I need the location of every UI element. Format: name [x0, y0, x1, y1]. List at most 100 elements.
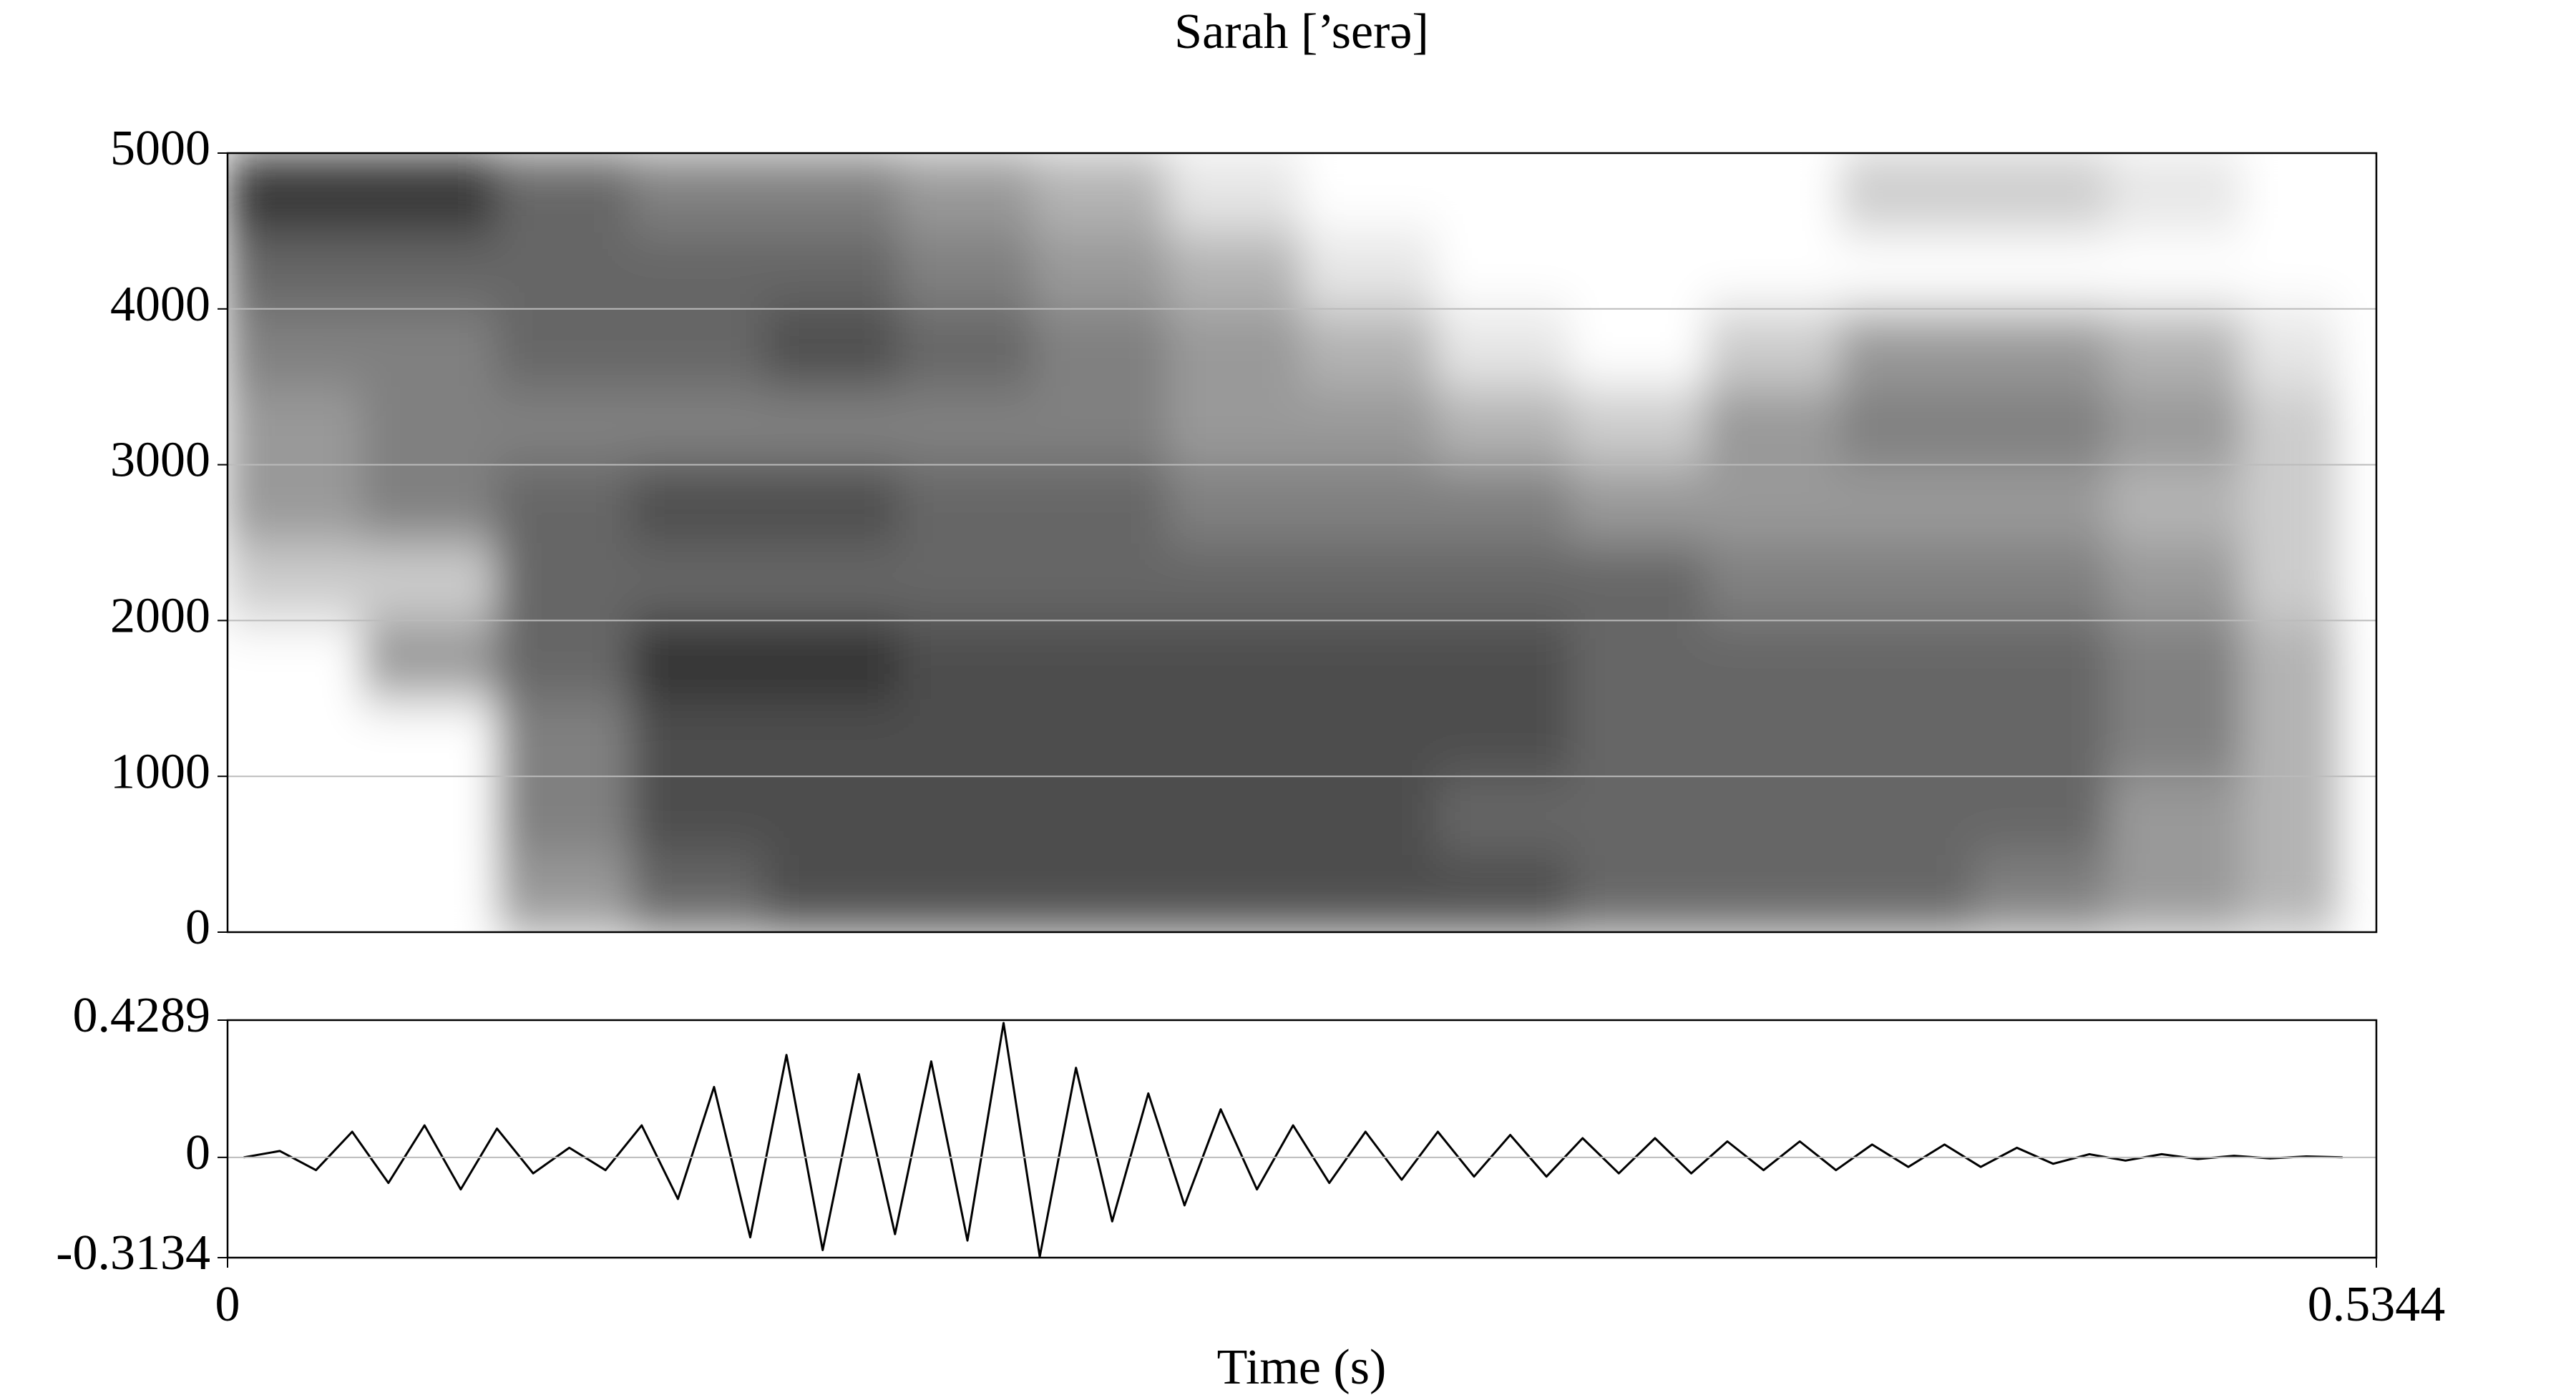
- spectrogram-cell: [1302, 776, 1438, 856]
- spectrogram-cell: [1839, 386, 1974, 466]
- spectrogram-cell: [1704, 153, 1840, 232]
- spectrogram-cell: [1839, 776, 1974, 856]
- spectrogram-cell: [228, 698, 363, 778]
- spectrogram-cell: [1033, 230, 1169, 310]
- spectrogram-cell: [496, 776, 632, 856]
- spectrogram-cell: [1167, 464, 1303, 544]
- y-tick-label: 2000: [110, 588, 210, 643]
- y-tick-label: 4000: [110, 277, 210, 332]
- spectrogram-cell: [764, 464, 900, 544]
- spectrogram-cell: [1436, 230, 1571, 310]
- spectrogram-cell: [496, 542, 632, 622]
- spectrogram-cell: [1570, 230, 1706, 310]
- x-tick-label: 0.5344: [2308, 1277, 2446, 1332]
- spectrogram-cell: [1973, 698, 2109, 778]
- spectrogram-cell: [2107, 464, 2243, 544]
- y-tick-label: 0: [185, 900, 210, 955]
- spectrogram-cell: [1839, 230, 1974, 310]
- spectrogram-cell: [1167, 854, 1303, 932]
- spectrogram-cell: [1167, 308, 1303, 388]
- spectrogram-cell: [899, 776, 1035, 856]
- spectrogram-cell: [1436, 464, 1571, 544]
- spectrogram-cell: [1033, 620, 1169, 700]
- spectrogram-cell: [630, 308, 766, 388]
- spectrogram-cell: [1704, 698, 1840, 778]
- spectrogram-cell: [228, 386, 363, 466]
- spectrogram-cell: [228, 464, 363, 544]
- spectrogram-cell: [496, 854, 632, 932]
- spectrogram-cell: [1033, 776, 1169, 856]
- spectrogram-cell: [630, 230, 766, 310]
- spectrogram-cell: [1033, 464, 1169, 544]
- spectrogram-cell: [1973, 620, 2109, 700]
- spectrogram-cell: [1704, 464, 1840, 544]
- spectrogram-cell: [496, 308, 632, 388]
- spectrogram-cell: [1839, 698, 1974, 778]
- spectrogram-cell: [228, 230, 363, 310]
- spectrogram-cell: [1302, 464, 1438, 544]
- spectrogram-cell: [1704, 542, 1840, 622]
- spectrogram-cell: [1704, 620, 1840, 700]
- spectrogram-cell: [1436, 854, 1571, 932]
- spectrogram-cell: [1570, 153, 1706, 232]
- spectrogram-cell: [1033, 153, 1169, 232]
- spectrogram-cell: [1570, 542, 1706, 622]
- spectrogram-cell: [899, 698, 1035, 778]
- spectrogram-cell: [764, 308, 900, 388]
- spectrogram-cell: [1839, 854, 1974, 932]
- spectrogram-cell: [1302, 620, 1438, 700]
- spectrogram-cell: [1704, 386, 1840, 466]
- y-tick-label: 3000: [110, 433, 210, 488]
- spectrogram-cell: [899, 308, 1035, 388]
- spectrogram-cell: [1704, 776, 1840, 856]
- spectrogram-cell: [496, 230, 632, 310]
- y-tick-label: 1000: [110, 744, 210, 799]
- spectrogram-cell: [1436, 698, 1571, 778]
- spectrogram-cell: [1167, 698, 1303, 778]
- spectrogram-cell: [2107, 230, 2243, 310]
- spectrogram-cell: [1033, 698, 1169, 778]
- spectrogram-cell: [1436, 153, 1571, 232]
- spectrogram-cell: [630, 153, 766, 232]
- spectrogram-cell: [899, 386, 1035, 466]
- y-tick-label: 0: [185, 1125, 210, 1180]
- spectrogram-cell: [2242, 464, 2338, 544]
- spectrogram-cell: [361, 308, 497, 388]
- spectrogram-cell: [2107, 153, 2243, 232]
- spectrogram-cell: [899, 620, 1035, 700]
- spectrogram-cell: [764, 153, 900, 232]
- spectrogram-cell: [228, 153, 363, 232]
- spectrogram-cell: [228, 854, 363, 932]
- spectrogram-cell: [1839, 308, 1974, 388]
- spectrogram-cell: [1704, 308, 1840, 388]
- spectrogram-cell: [2242, 620, 2338, 700]
- chart-title: Sarah [’serə]: [1174, 4, 1429, 59]
- spectrogram-cell: [1033, 854, 1169, 932]
- spectrogram-cell: [1167, 620, 1303, 700]
- spectrogram-cell: [1570, 464, 1706, 544]
- spectrogram-cell: [2242, 230, 2338, 310]
- spectrogram-cell: [1570, 308, 1706, 388]
- spectrogram-cell: [1570, 776, 1706, 856]
- spectrogram-cell: [228, 542, 363, 622]
- spectrogram-cell: [361, 542, 497, 622]
- spectrogram-cell: [1570, 698, 1706, 778]
- x-axis-label: Time (s): [1217, 1340, 1387, 1395]
- spectrogram-cell: [1839, 542, 1974, 622]
- spectrogram-cell: [1570, 386, 1706, 466]
- spectrogram-cell: [1033, 542, 1169, 622]
- spectrogram-cell: [764, 620, 900, 700]
- spectrogram-cell: [1436, 542, 1571, 622]
- spectrogram-cell: [1436, 776, 1571, 856]
- spectrogram-cell: [361, 776, 497, 856]
- spectrogram-cell: [630, 386, 766, 466]
- y-tick-label: 5000: [110, 121, 210, 176]
- spectrogram-cell: [630, 620, 766, 700]
- spectrogram-cell: [496, 153, 632, 232]
- spectrogram-cell: [630, 776, 766, 856]
- spectrogram-cell: [1704, 854, 1840, 932]
- spectrogram-cell: [496, 464, 632, 544]
- x-tick-label: 0: [215, 1277, 240, 1332]
- spectrogram-cell: [764, 776, 900, 856]
- spectrogram-cell: [496, 386, 632, 466]
